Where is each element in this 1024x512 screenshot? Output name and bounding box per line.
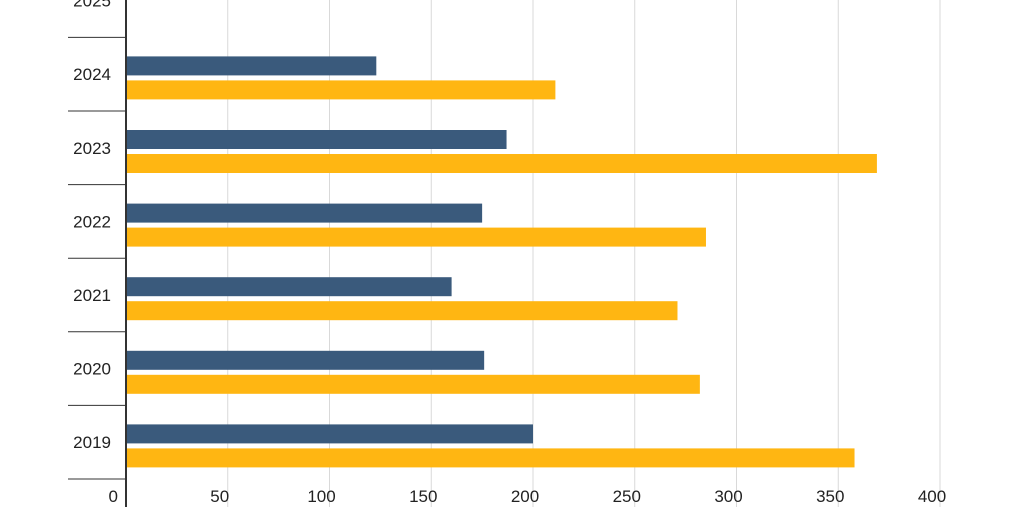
x-tick-label: 200 bbox=[511, 487, 539, 506]
y-tick-label: 2025 bbox=[73, 0, 111, 11]
bar bbox=[126, 130, 507, 149]
bars bbox=[126, 56, 877, 468]
bar bbox=[126, 448, 855, 468]
x-tick-label: 100 bbox=[307, 487, 335, 506]
bar bbox=[126, 424, 533, 444]
y-tick-label: 2024 bbox=[73, 65, 111, 84]
bar bbox=[126, 80, 556, 100]
bar bbox=[126, 56, 377, 76]
bar bbox=[126, 277, 452, 297]
y-tick-label: 2022 bbox=[73, 212, 111, 231]
y-tick-label: 2020 bbox=[73, 360, 111, 379]
bar bbox=[126, 227, 706, 247]
y-tick-label: 2021 bbox=[73, 286, 111, 305]
y-axis bbox=[68, 0, 127, 507]
bar bbox=[126, 374, 700, 394]
x-tick-label: 350 bbox=[816, 487, 844, 506]
x-tick-label: 150 bbox=[409, 487, 437, 506]
bar bbox=[126, 203, 483, 223]
bar bbox=[126, 154, 877, 173]
y-tick-label: 2019 bbox=[73, 433, 111, 452]
bar bbox=[126, 350, 485, 370]
x-tick-label: 250 bbox=[613, 487, 641, 506]
tick-labels: 0 50 100 150 200 250 300 350 400 2019 2020 2021 2022… bbox=[73, 0, 946, 506]
x-tick-label: 50 bbox=[210, 487, 229, 506]
x-tick-label: 300 bbox=[714, 487, 742, 506]
x-tick-label: 400 bbox=[918, 487, 946, 506]
y-tick-label: 2023 bbox=[73, 139, 111, 158]
bar bbox=[126, 301, 678, 321]
x-tick-label: 0 bbox=[109, 487, 118, 506]
